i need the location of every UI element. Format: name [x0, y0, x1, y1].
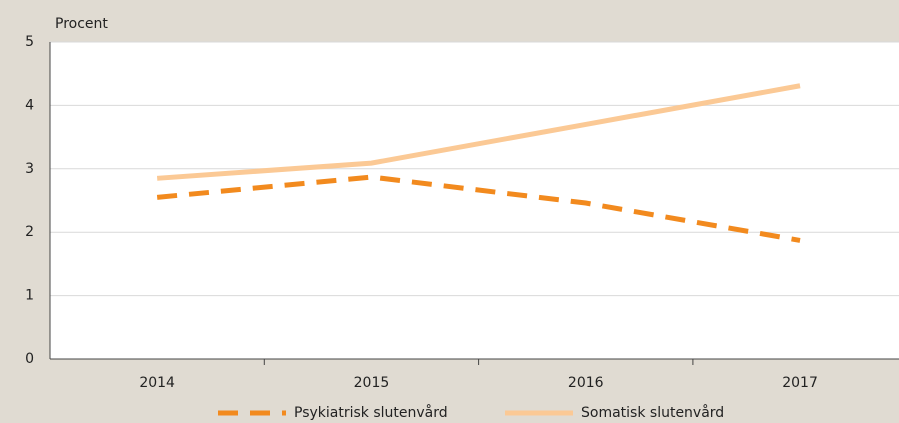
line: [156, 83, 801, 181]
y-tick-label: 1: [25, 288, 34, 304]
legend-label: Somatisk slutenvård: [581, 404, 724, 421]
x-tick-label: 2017: [782, 375, 818, 391]
y-axis-label: Procent: [55, 16, 108, 32]
x-tick-label: 2014: [139, 375, 175, 391]
y-tick-label: 5: [25, 34, 34, 50]
y-tick-label: 3: [25, 161, 34, 177]
legend-label: Psykiatrisk slutenvård: [294, 404, 448, 421]
x-tick-label: 2016: [568, 375, 604, 391]
y-tick-label: 0: [25, 351, 34, 367]
y-tick-label: 4: [25, 97, 34, 113]
x-tick-label: 2015: [354, 375, 390, 391]
y-tick-label: 2: [25, 224, 34, 240]
line: [156, 174, 801, 243]
